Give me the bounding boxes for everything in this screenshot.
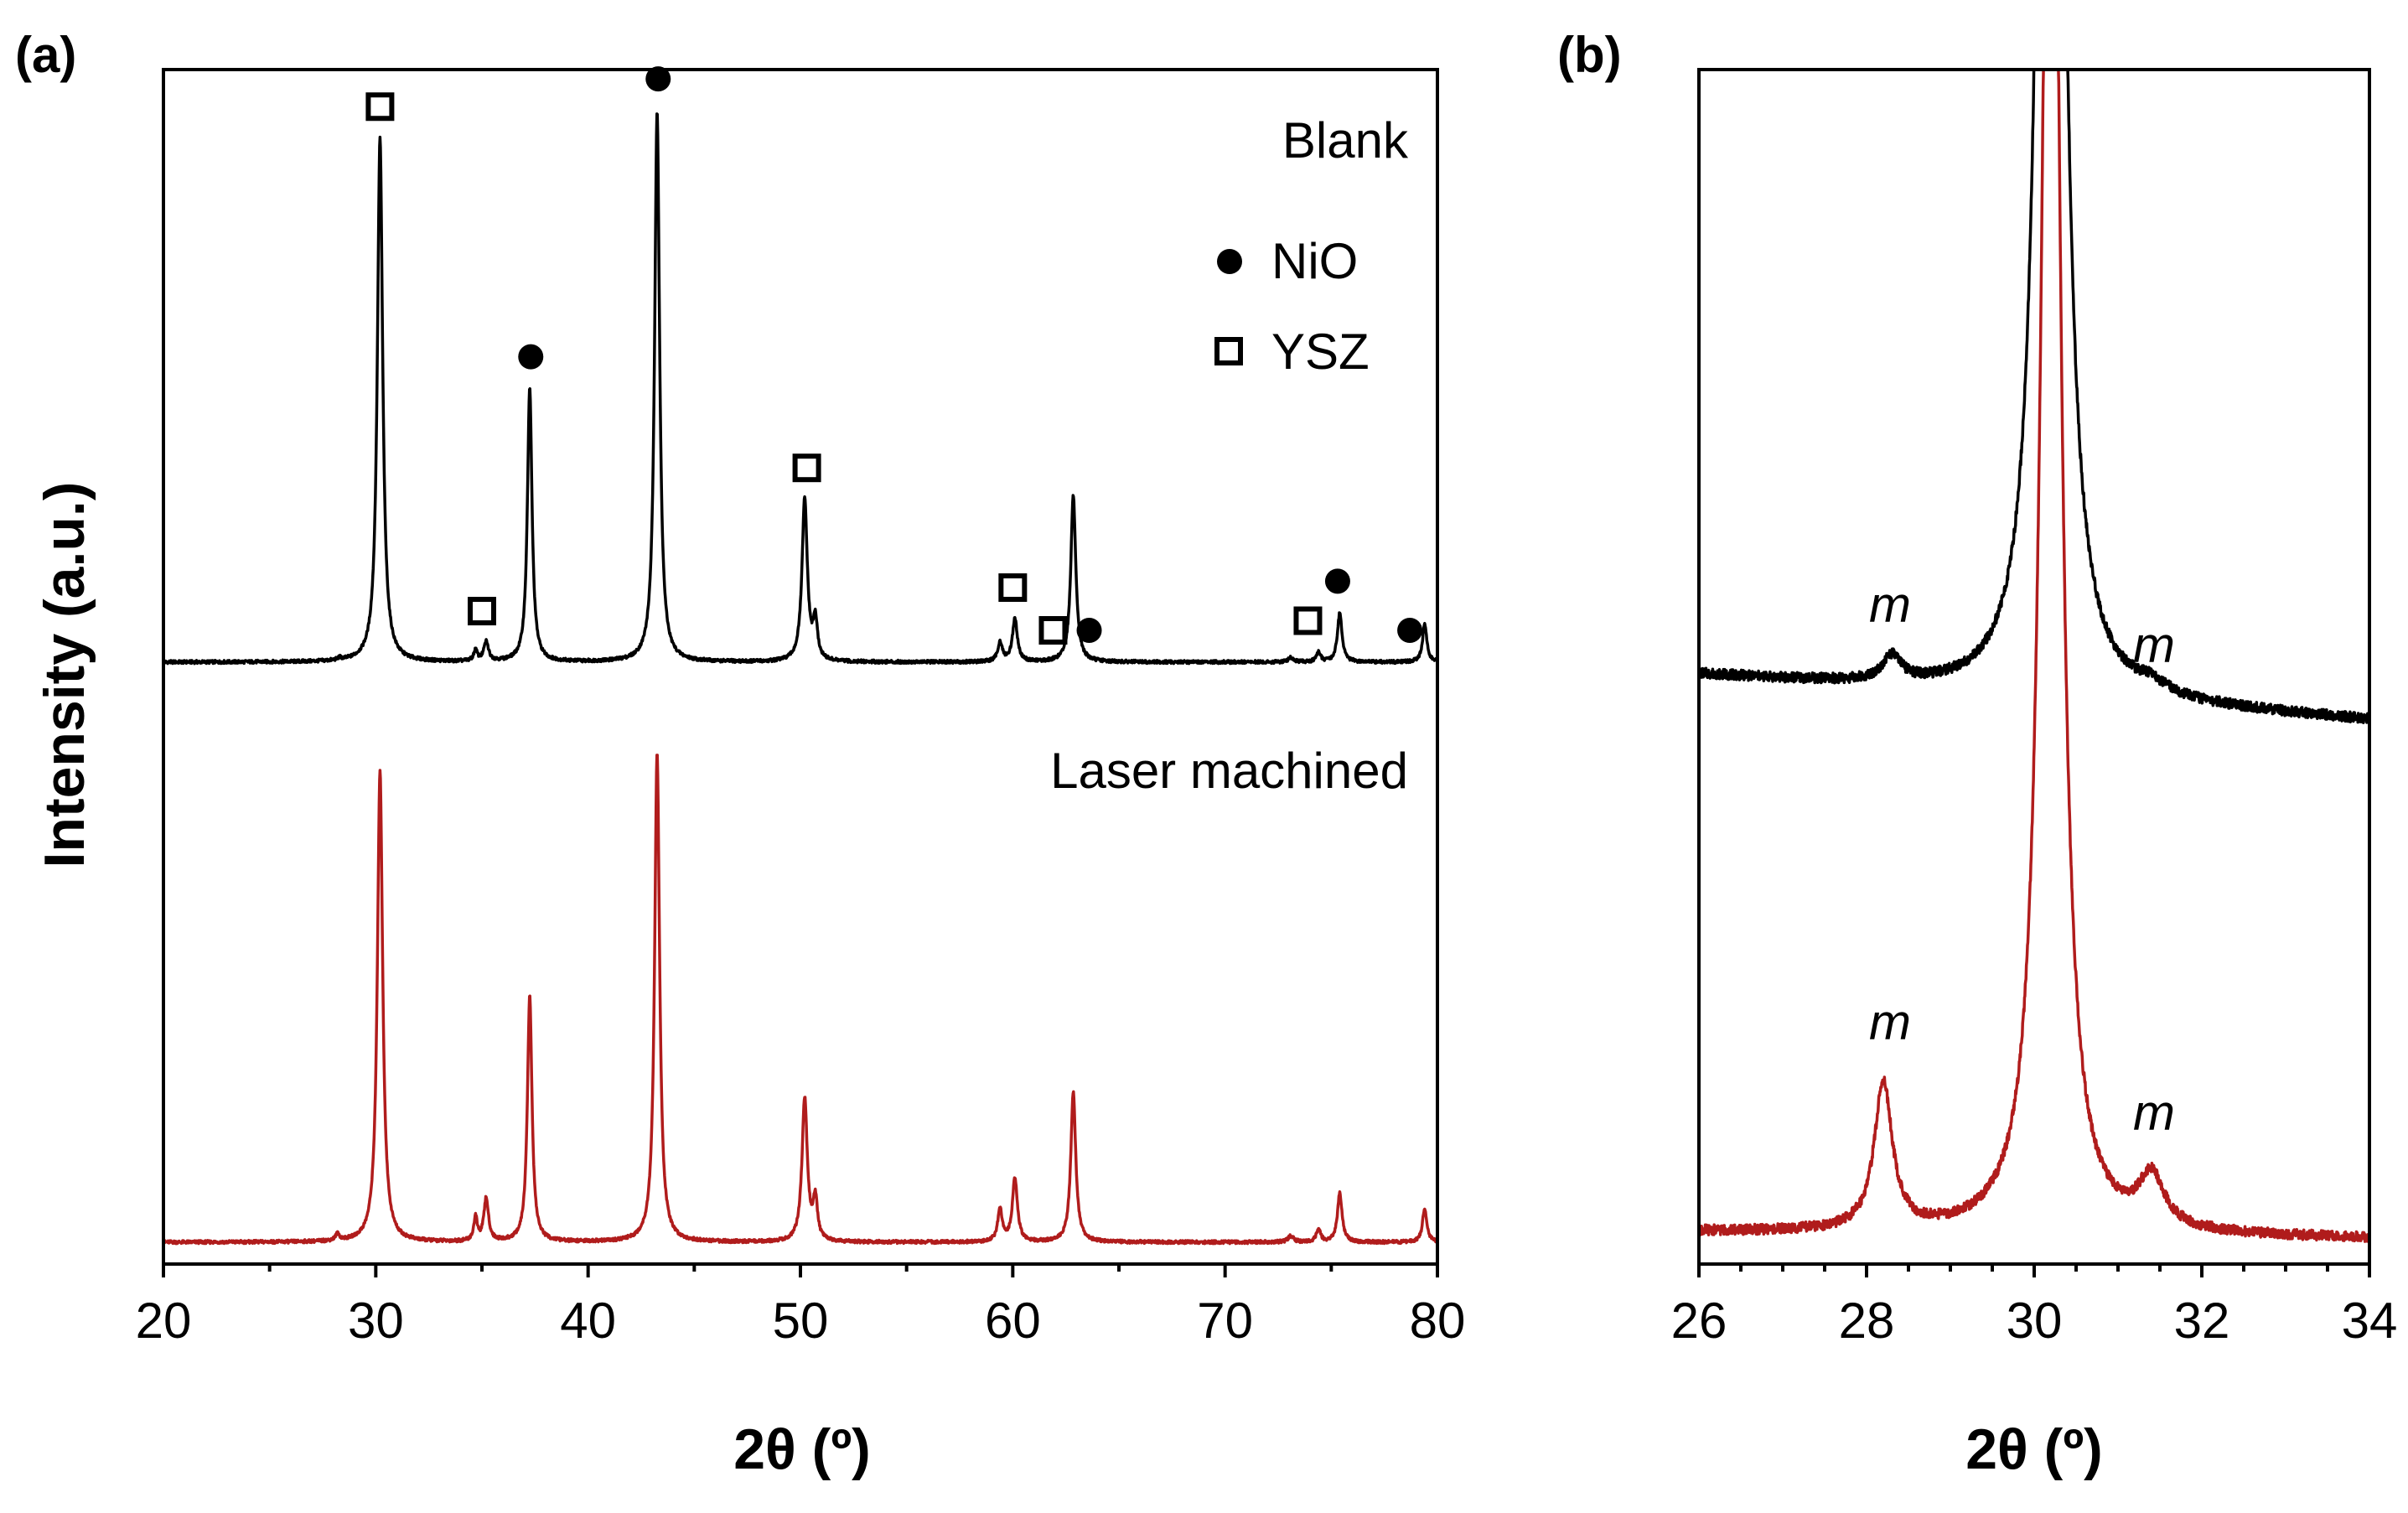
- panel-b-curve-blank: [1697, 68, 2371, 724]
- ysz-peak-marker: [792, 453, 821, 483]
- laser-machined-series-label: Laser machined: [1050, 743, 1408, 799]
- x-tick-label: 20: [136, 1293, 192, 1349]
- panel-b: (b) 2θ (º) 26 28 30 32 34 m m m m: [1557, 27, 2397, 1481]
- panel-b-curves: [1697, 68, 2371, 1243]
- panel-a-frame: [162, 68, 1439, 1266]
- panel-a-y-axis-title: Intensity (a.u.): [33, 482, 96, 868]
- nio-legend-marker: [1217, 249, 1242, 274]
- nio-peak-marker: [518, 344, 544, 370]
- panel-a-x-axis-title: 2θ (º): [733, 1417, 871, 1481]
- x-tick-label: 60: [985, 1293, 1041, 1349]
- nio-peak-marker: [1397, 618, 1423, 643]
- m-label-laser-28: m: [1869, 994, 1911, 1050]
- legend: NiO YSZ: [1214, 233, 1370, 380]
- nio-peak-marker: [1076, 618, 1102, 643]
- ysz-peak-marker: [1293, 606, 1323, 635]
- m-label-blank-28: m: [1869, 577, 1911, 633]
- panel-a-curve-blank: [162, 112, 1439, 666]
- x-tick-label: 32: [2174, 1293, 2230, 1349]
- panel-b-label: (b): [1557, 27, 1622, 83]
- x-tick-label: 50: [773, 1293, 829, 1349]
- panel-a-curves: [162, 112, 1439, 1246]
- panel-a-x-ticks: 20 30 40 50 60 70 80: [136, 1264, 1466, 1349]
- ysz-peak-marker: [998, 573, 1028, 602]
- x-tick-label: 30: [348, 1293, 404, 1349]
- blank-series-label: Blank: [1282, 112, 1409, 168]
- panel-a-phase-markers: [365, 66, 1423, 645]
- panel-b-frame: [1697, 68, 2371, 1266]
- panel-b-x-axis-title: 2θ (º): [1965, 1417, 2103, 1481]
- ysz-legend-marker: [1214, 337, 1243, 365]
- ysz-legend-label: YSZ: [1271, 324, 1370, 380]
- panel-a: (a) Intensity (a.u.) 2θ (º) 20 30 40 50 60 70…: [15, 27, 1465, 1481]
- x-tick-label: 34: [2342, 1293, 2398, 1349]
- ysz-peak-marker: [1038, 616, 1068, 645]
- nio-peak-marker: [645, 66, 671, 92]
- x-tick-label: 80: [1410, 1293, 1466, 1349]
- x-tick-label: 28: [1839, 1293, 1895, 1349]
- nio-peak-marker: [1324, 568, 1350, 594]
- x-tick-label: 40: [560, 1293, 616, 1349]
- ysz-peak-marker: [365, 92, 395, 122]
- nio-legend-label: NiO: [1271, 233, 1358, 289]
- m-label-laser-31: m: [2133, 1085, 2175, 1141]
- panel-b-curve-laser-machined: [1697, 68, 2371, 1243]
- panel-a-curve-laser-machined: [162, 754, 1439, 1246]
- x-tick-label: 30: [2007, 1293, 2063, 1349]
- panel-a-label: (a): [15, 27, 76, 83]
- panel-b-x-ticks: 26 28 30 32 34: [1671, 1264, 2398, 1349]
- x-tick-label: 26: [1671, 1293, 1727, 1349]
- ysz-peak-marker: [468, 597, 496, 626]
- m-label-blank-31: m: [2133, 617, 2175, 673]
- x-tick-label: 70: [1197, 1293, 1253, 1349]
